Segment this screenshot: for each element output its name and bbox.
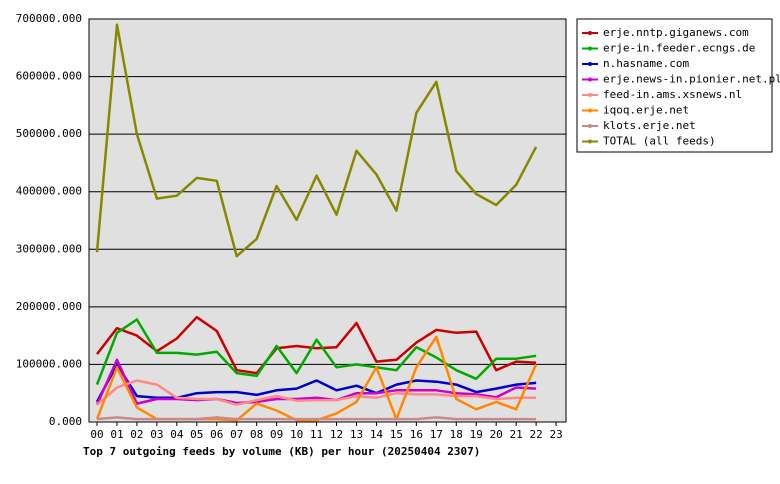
legend-label: erje.news-in.pionier.net.pl	[603, 73, 780, 86]
series-line	[95, 23, 538, 258]
legend-label: klots.erje.net	[603, 119, 696, 132]
x-tick-label: 03	[150, 428, 163, 441]
x-tick-label: 10	[290, 428, 303, 441]
x-tick-label: 21	[510, 428, 523, 441]
legend-marker	[588, 139, 592, 144]
legend-marker	[588, 46, 592, 51]
x-tick-label: 05	[190, 428, 203, 441]
series-line	[96, 416, 537, 421]
series-line	[96, 379, 537, 406]
legend-label: n.hasname.com	[603, 57, 689, 70]
x-tick-label: 14	[370, 428, 384, 441]
series-line	[95, 318, 537, 386]
y-tick-label: 200000.000	[16, 300, 82, 313]
legend	[576, 18, 773, 153]
legend-label: erje.nntp.giganews.com	[603, 26, 749, 39]
x-tick-label: 02	[130, 428, 143, 441]
x-tick-label: 18	[450, 428, 463, 441]
legend-label: feed-in.ams.xsnews.nl	[603, 88, 742, 101]
legend-label: erje-in.feeder.ecngs.de	[603, 42, 755, 55]
x-tick-label: 17	[430, 428, 443, 441]
legend-label: TOTAL (all feeds)	[603, 135, 716, 148]
x-tick-label: 22	[529, 428, 542, 441]
legend-marker	[588, 31, 592, 35]
x-tick-label: 06	[210, 428, 223, 441]
legend-marker	[588, 77, 592, 82]
x-tick-label: 00	[90, 428, 103, 441]
y-tick-label: 700000.000	[16, 12, 82, 25]
y-tick-label: 300000.000	[16, 242, 82, 255]
y-tick-label: 500000.000	[16, 127, 82, 140]
legend-marker	[588, 124, 592, 128]
x-tick-label: 01	[110, 428, 123, 441]
legend-marker	[588, 93, 592, 97]
x-tick-label: 16	[410, 428, 423, 441]
x-tick-label: 20	[490, 428, 503, 441]
chart-title: Top 7 outgoing feeds by volume (KB) per …	[83, 445, 480, 458]
x-tick-label: 04	[170, 428, 184, 441]
y-tick-label: 0.000	[49, 415, 82, 428]
y-tick-label: 100000.000	[16, 357, 82, 370]
x-tick-label: 11	[310, 428, 323, 441]
legend-marker	[588, 108, 592, 113]
x-tick-label: 12	[330, 428, 343, 441]
legend-marker	[588, 62, 592, 66]
x-tick-label: 19	[470, 428, 483, 441]
y-tick-label: 400000.000	[16, 185, 82, 198]
x-tick-label: 08	[250, 428, 263, 441]
legend-label: iqoq.erje.net	[603, 104, 689, 117]
x-tick-label: 13	[350, 428, 363, 441]
series-line	[96, 315, 537, 375]
x-tick-label: 09	[270, 428, 283, 441]
y-tick-label: 600000.000	[16, 70, 82, 83]
series-line	[95, 358, 537, 406]
x-tick-label: 07	[230, 428, 243, 441]
x-tick-label: 15	[390, 428, 403, 441]
x-tick-label: 23	[549, 428, 562, 441]
